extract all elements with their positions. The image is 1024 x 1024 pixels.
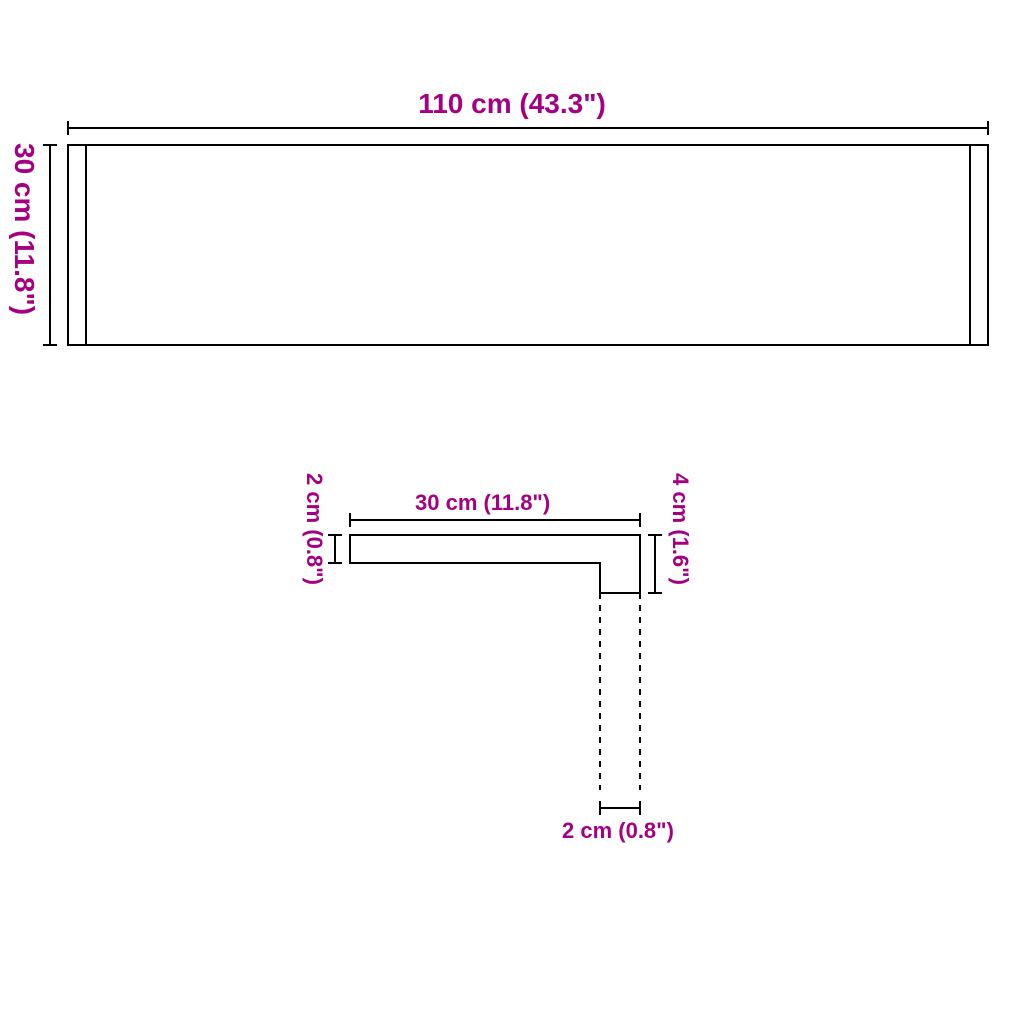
profile-right-label: 4 cm (1.6") — [667, 473, 693, 585]
profile-top-label: 30 cm (11.8") — [415, 490, 550, 516]
profile-left-label: 2 cm (0.8") — [301, 473, 327, 585]
profile-bottom-label: 2 cm (0.8") — [562, 818, 674, 844]
dimension-diagram: { "style": { "label_color": "#a30082", "… — [0, 0, 1024, 1024]
top-height-label: 30 cm (11.8") — [8, 143, 40, 315]
top-width-label: 110 cm (43.3") — [418, 88, 606, 120]
